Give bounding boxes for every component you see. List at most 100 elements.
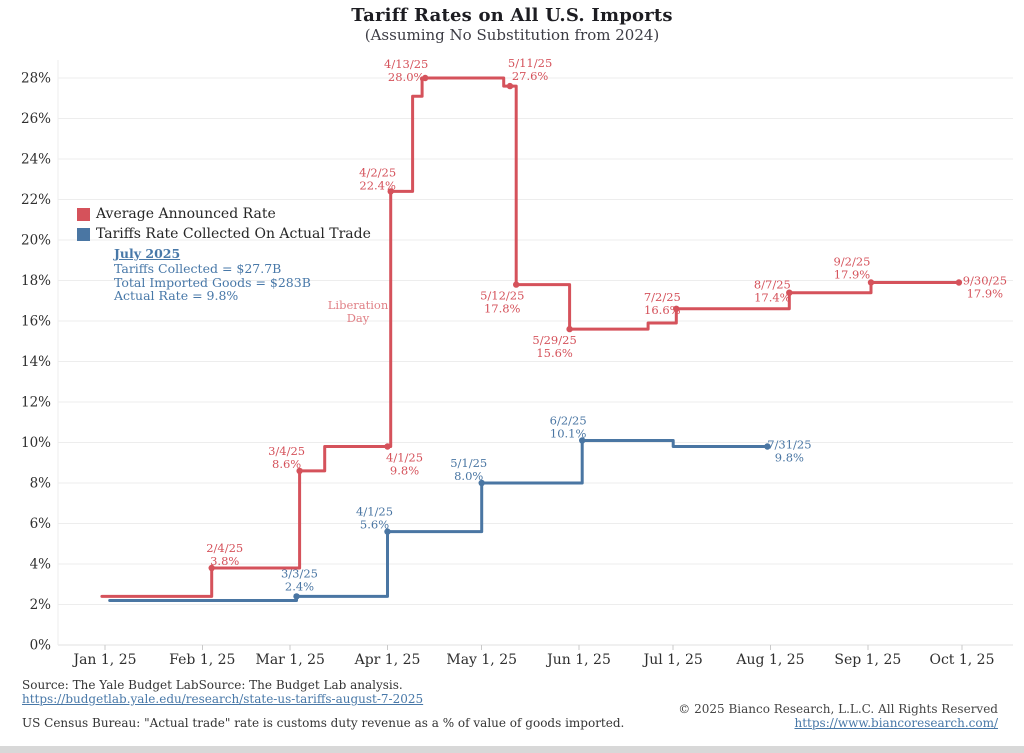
x-axis-tick-label: Jan 1, 25 — [71, 652, 136, 668]
y-axis-tick-label: 28% — [21, 71, 51, 87]
legend-row-announced: Average Announced Rate — [77, 206, 371, 222]
annotation-label: 2/4/25 — [206, 541, 243, 555]
annotation-label: 10.1% — [550, 426, 587, 440]
x-axis-tick-label: Aug 1, 25 — [735, 652, 804, 668]
annotation-label: Day — [347, 311, 370, 325]
data-point-marker — [208, 564, 215, 572]
x-axis-tick-label: Apr 1, 25 — [354, 652, 421, 668]
july-2025-callout: July 2025 Tariffs Collected = $27.7B Tot… — [114, 246, 371, 303]
y-axis-tick-label: 8% — [30, 476, 52, 492]
annotation-label: 8.0% — [454, 469, 483, 483]
y-axis-tick-label: 12% — [21, 395, 51, 411]
annotation-label: 9/30/25 — [963, 274, 1007, 288]
legend-label-announced: Average Announced Rate — [96, 206, 276, 222]
chart-title: Tariff Rates on All U.S. Imports — [351, 5, 673, 26]
chart-legend: Average Announced Rate Tariffs Rate Coll… — [77, 206, 371, 303]
annotation-label: 7/2/25 — [644, 290, 681, 304]
legend-row-collected: Tariffs Rate Collected On Actual Trade — [77, 226, 371, 242]
copyright-block: © 2025 Bianco Research, L.L.C. All Right… — [678, 702, 998, 730]
annotation-label: Liberation — [328, 298, 389, 312]
annotation-label: 2.4% — [285, 579, 314, 593]
annotation-label: 22.4% — [359, 178, 396, 192]
y-axis-tick-label: 6% — [30, 516, 52, 532]
source-link[interactable]: https://budgetlab.yale.edu/research/stat… — [22, 692, 424, 706]
data-point-marker — [673, 305, 680, 312]
callout-actual-rate: Actual Rate = 9.8% — [114, 288, 239, 303]
y-axis-tick-label: 18% — [21, 273, 51, 289]
chart-subtitle: (Assuming No Substitution from 2024) — [364, 26, 660, 44]
announced-rate-swatch-icon — [77, 207, 90, 221]
data-point-marker — [867, 279, 875, 286]
y-axis-tick-label: 22% — [21, 192, 51, 208]
data-point-marker — [566, 325, 573, 333]
data-point-marker — [764, 443, 771, 450]
annotation-label: 4/1/25 — [356, 505, 393, 519]
annotation-label: 3/3/25 — [281, 566, 318, 580]
y-axis-tick-label: 0% — [30, 638, 52, 654]
copyright-text: © 2025 Bianco Research, L.L.C. All Right… — [678, 702, 998, 716]
annotation-label: 8.6% — [272, 457, 301, 471]
data-point-marker — [384, 443, 391, 450]
callout-heading: July 2025 — [114, 246, 181, 261]
y-axis-tick-label: 24% — [21, 152, 51, 168]
x-axis-tick-label: Sep 1, 25 — [834, 652, 901, 668]
annotation-label: 17.9% — [967, 287, 1004, 301]
collected-rate-line — [108, 439, 769, 602]
x-axis-tick-label: May 1, 25 — [446, 652, 517, 668]
annotation-label: 4/2/25 — [359, 165, 396, 179]
annotation-label: 4/1/25 — [386, 451, 423, 465]
annotation-label: 3/4/25 — [268, 444, 305, 458]
annotation-label: 6/2/25 — [550, 413, 587, 427]
y-axis-tick-label: 14% — [21, 354, 51, 370]
data-point-marker — [513, 281, 520, 288]
y-axis-tick-label: 26% — [21, 111, 51, 127]
bottom-edge-bar — [0, 746, 1024, 753]
callout-tariffs-collected: Tariffs Collected = $27.7B — [114, 261, 282, 276]
y-axis-tick-label: 4% — [30, 557, 52, 573]
annotation-label: 5/1/25 — [450, 456, 487, 470]
annotation-label: 17.9% — [834, 268, 871, 282]
source-block: Source: The Yale Budget LabSource: The B… — [22, 678, 423, 706]
announced-rate-line — [100, 76, 961, 598]
annotation-label: 8/7/25 — [754, 278, 791, 292]
y-axis-tick-label: 16% — [21, 314, 51, 330]
x-axis-tick-label: Feb 1, 25 — [169, 652, 235, 668]
x-axis-tick-label: Jul 1, 25 — [642, 652, 703, 668]
annotation-label: 9.8% — [775, 451, 804, 465]
data-point-marker — [387, 188, 394, 195]
data-point-marker — [293, 593, 300, 600]
annotation-label: 17.8% — [484, 302, 521, 316]
legend-label-collected: Tariffs Rate Collected On Actual Trade — [96, 226, 371, 242]
data-point-marker — [506, 82, 514, 90]
data-point-marker — [296, 467, 303, 475]
annotation-label: 27.6% — [512, 69, 549, 83]
annotation-label: 15.6% — [536, 346, 573, 360]
data-point-marker — [786, 289, 793, 296]
annotation-label: 17.4% — [754, 291, 791, 305]
annotation-label: 7/31/25 — [767, 438, 811, 452]
annotation-label: 5/11/25 — [508, 56, 552, 70]
collected-rate-swatch-icon — [77, 227, 90, 241]
y-axis-tick-label: 2% — [30, 597, 52, 613]
annotation-label: 28.0% — [388, 70, 425, 84]
data-point-marker — [478, 479, 485, 487]
data-point-marker — [579, 437, 586, 444]
annotation-label: 9/2/25 — [833, 255, 870, 269]
x-axis-tick-label: Jun 1, 25 — [545, 652, 611, 668]
y-axis-tick-label: 20% — [21, 233, 51, 249]
y-axis-tick-label: 10% — [21, 435, 51, 451]
source-text: Source: The Yale Budget LabSource: The B… — [22, 678, 403, 692]
annotation-label: 4/13/25 — [384, 57, 428, 71]
annotation-label: 5/29/25 — [532, 333, 576, 347]
bianco-research-link[interactable]: https://www.biancoresearch.com/ — [794, 716, 998, 730]
data-point-marker — [384, 528, 391, 535]
annotation-label: 5/12/25 — [480, 289, 524, 303]
annotation-label: 16.6% — [644, 303, 681, 317]
census-note: US Census Bureau: "Actual trade" rate is… — [22, 716, 625, 730]
annotation-label: 3.8% — [210, 554, 239, 568]
x-axis-tick-label: Oct 1, 25 — [929, 652, 994, 668]
data-point-marker — [422, 74, 429, 82]
callout-total-imported: Total Imported Goods = $283B — [114, 274, 311, 290]
